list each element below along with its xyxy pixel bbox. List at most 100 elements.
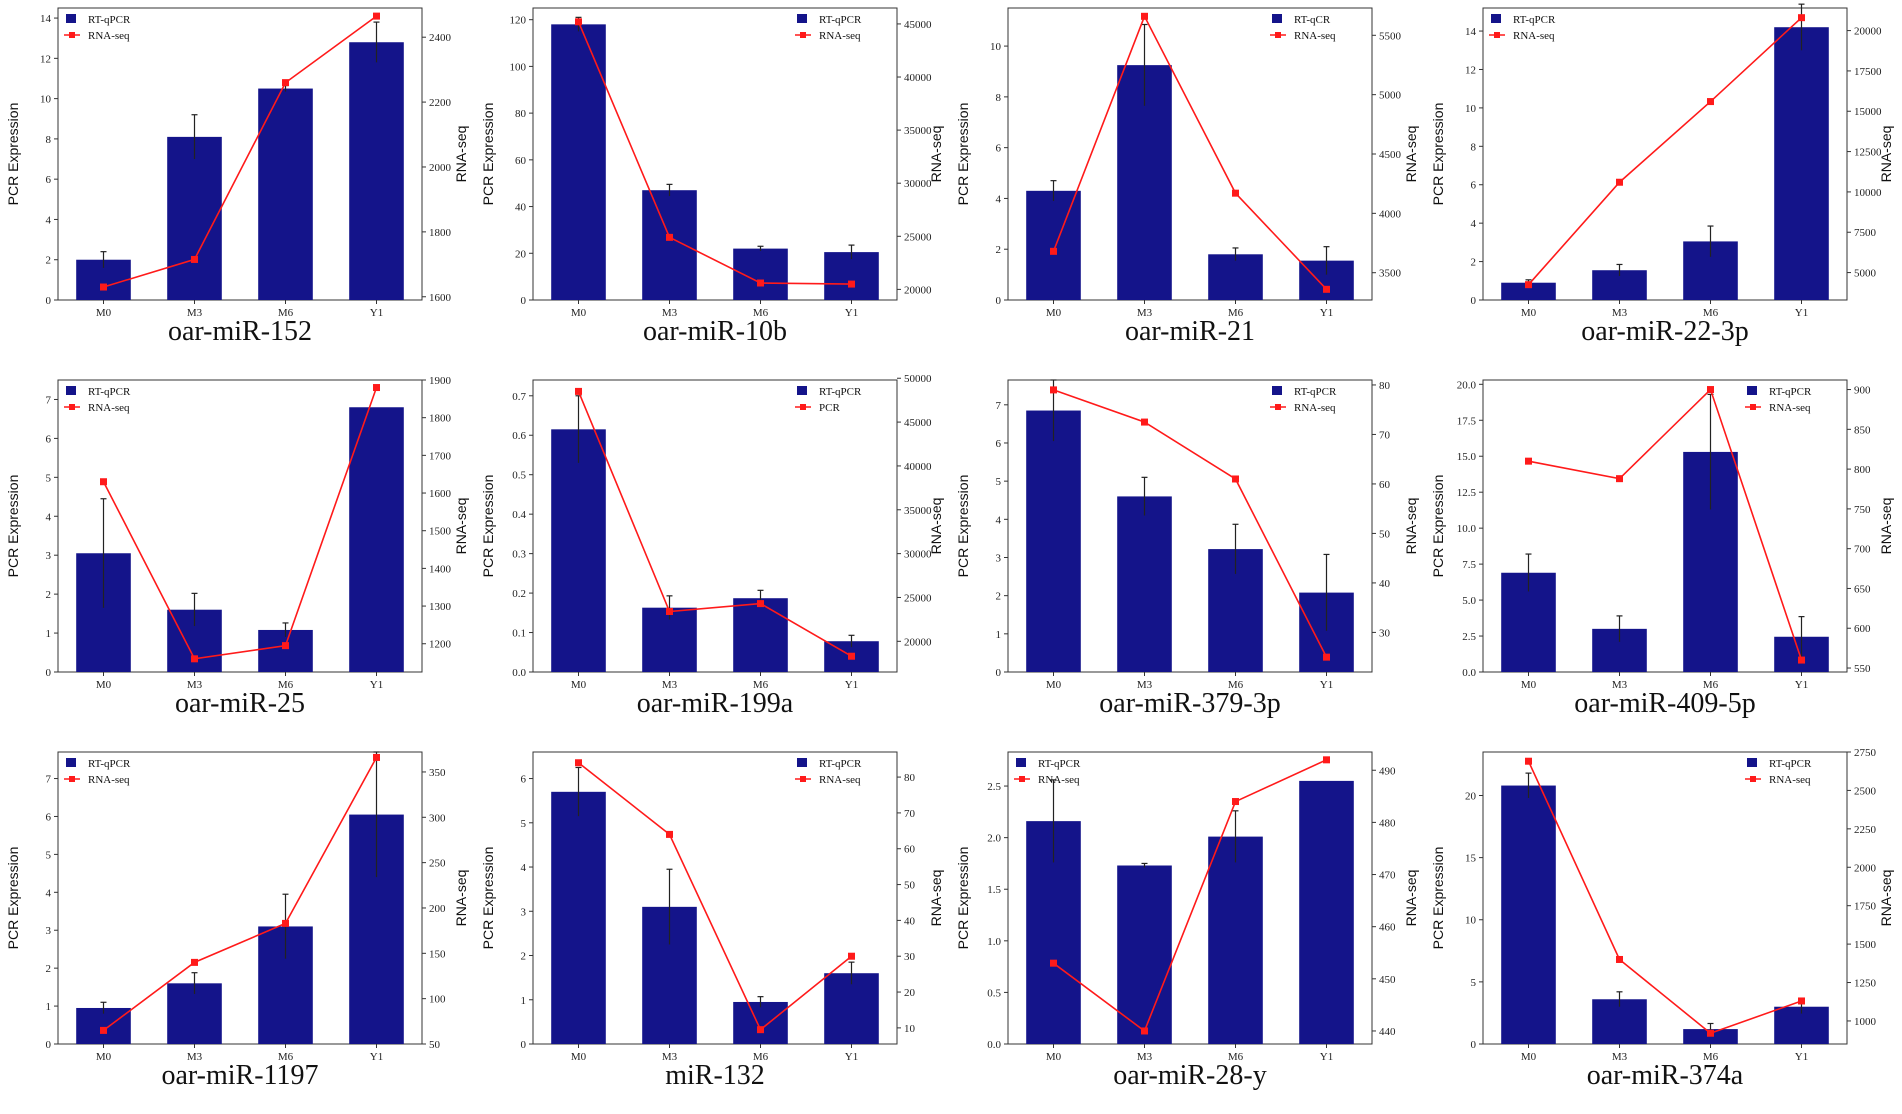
chart-panel-oar-miR-25: 0 1 2 3 4 5 6 7 1200 1300 1400 1500 1600 1700 1800 1900… <box>5 375 469 719</box>
legend-bar-swatch <box>797 14 807 23</box>
left-tick-label: 4 <box>996 193 1002 205</box>
left-tick-label: 0.0 <box>1462 667 1476 679</box>
chart-panel-oar-miR-10b: 0 20 40 60 80 100 120 20000 25000 30000 35000 40000… <box>480 7 944 347</box>
legend-line-marker <box>1750 404 1756 410</box>
left-axis-label: PCR Expression <box>480 103 496 206</box>
right-tick-label: 2750 <box>1854 747 1877 759</box>
right-tick-label: 20000 <box>904 284 932 296</box>
bar <box>1026 410 1081 672</box>
x-tick-label: M6 <box>753 307 769 319</box>
bar <box>258 88 313 300</box>
left-tick-label: 1.0 <box>987 936 1001 948</box>
x-tick-label: Y1 <box>845 679 858 691</box>
left-axis-label: PCR Expression <box>955 847 971 950</box>
left-tick-label: 15 <box>1465 853 1477 865</box>
rnaseq-point <box>1798 656 1805 664</box>
rnaseq-point <box>373 753 380 761</box>
left-tick-label: 15.0 <box>1457 451 1477 463</box>
left-tick-label: 4 <box>46 214 52 226</box>
left-axis-label: PCR Expression <box>955 103 971 206</box>
chart-title: oar-miR-28-y <box>1113 1060 1266 1091</box>
rnaseq-point <box>1525 757 1532 765</box>
left-tick-label: 0.1 <box>512 628 526 640</box>
left-tick-label: 20.0 <box>1457 379 1477 391</box>
legend-line-marker <box>1275 32 1281 38</box>
legend-line-label: RNA-seq <box>1294 402 1336 414</box>
left-axis-label: PCR Expression <box>5 475 21 578</box>
left-tick-label: 0.5 <box>512 470 526 482</box>
x-tick-label: M3 <box>1612 1051 1628 1063</box>
plot-frame <box>1007 751 1373 1045</box>
bar <box>1208 836 1263 1044</box>
left-tick-label: 0.7 <box>512 391 526 403</box>
legend-line-label: RNA-seq <box>1038 774 1080 786</box>
left-tick-label: 7.5 <box>1462 559 1476 571</box>
legend-bar-swatch <box>1491 14 1501 23</box>
right-tick-label: 60 <box>1379 479 1391 491</box>
right-tick-label: 2000 <box>1854 862 1877 874</box>
legend-bar-label: RT-qPCR <box>819 386 862 398</box>
x-tick-label: M3 <box>1612 679 1628 691</box>
right-tick-label: 200 <box>429 903 446 915</box>
left-tick-label: 1 <box>46 628 52 640</box>
left-tick-label: 3 <box>46 550 52 562</box>
left-tick-label: 14 <box>40 13 52 25</box>
right-tick-label: 460 <box>1379 922 1396 934</box>
left-tick-label: 2 <box>996 591 1002 603</box>
right-tick-label: 1200 <box>429 639 452 651</box>
left-axis-label: PCR Expression <box>480 475 496 578</box>
x-tick-label: M3 <box>187 679 203 691</box>
rnaseq-point <box>1232 189 1239 197</box>
bar <box>1026 190 1081 300</box>
left-tick-label: 2 <box>46 963 52 975</box>
legend-bar-label: RT-qCR <box>1294 14 1331 26</box>
right-axis-label: RNA-seq <box>928 498 944 555</box>
right-tick-label: 25000 <box>904 231 932 243</box>
legend-line-marker <box>69 404 75 410</box>
rnaseq-line <box>1053 389 1328 658</box>
chart-title: oar-miR-379-3p <box>1099 688 1280 719</box>
right-tick-label: 20 <box>904 987 916 999</box>
right-tick-label: 700 <box>1854 544 1871 556</box>
rnaseq-line <box>1053 759 1327 1033</box>
legend-bar-swatch <box>66 386 76 395</box>
left-tick-label: 0.0 <box>512 667 526 679</box>
right-tick-label: 1400 <box>429 563 452 575</box>
left-axis-label: PCR Expression <box>1430 847 1446 950</box>
right-tick-label: 5000 <box>1379 90 1402 102</box>
left-tick-label: 2 <box>521 951 527 963</box>
x-tick-label: Y1 <box>1320 1051 1333 1063</box>
left-tick-label: 4 <box>46 511 52 523</box>
left-tick-label: 5 <box>521 818 527 830</box>
legend-line-marker <box>69 776 75 782</box>
left-tick-label: 0 <box>1471 295 1477 307</box>
rnaseq-point <box>1050 386 1057 394</box>
chart-panel-oar-miR-409-5p: 0.0 2.5 5.0 7.5 10.0 12.5 15.0 17.5 20.0 550 600 65… <box>1430 379 1894 719</box>
right-tick-label: 12500 <box>1854 147 1882 159</box>
x-tick-label: M6 <box>753 679 769 691</box>
left-tick-label: 0 <box>521 295 527 307</box>
legend-line-label: RNA-seq <box>1294 30 1336 42</box>
x-tick-label: M6 <box>1703 679 1719 691</box>
rnaseq-line <box>1052 14 1328 290</box>
rnaseq-point <box>373 384 380 392</box>
rnaseq-line <box>1527 17 1803 286</box>
bar <box>733 1001 788 1044</box>
plot-frame <box>1482 379 1848 673</box>
legend-bar-label: RT-qPCR <box>1769 758 1812 770</box>
x-tick-label: M3 <box>662 307 678 319</box>
right-tick-label: 20000 <box>1854 26 1882 38</box>
left-tick-label: 10 <box>40 94 52 106</box>
right-tick-label: 30 <box>1379 627 1391 639</box>
legend-line-marker <box>800 776 806 782</box>
right-axis-label: RNA-seq <box>453 870 469 927</box>
rnaseq-point <box>1616 475 1623 483</box>
left-tick-label: 0.6 <box>512 430 526 442</box>
left-tick-label: 4 <box>1471 218 1477 230</box>
left-tick-label: 3 <box>46 925 52 937</box>
chart-panel-oar-miR-21: 0 2 4 6 8 10 3500 4000 4500 5000 5500 M0 M3 M6 Y1 PCR E… <box>955 7 1419 347</box>
left-tick-label: 8 <box>46 134 52 146</box>
right-tick-label: 1800 <box>429 413 452 425</box>
left-tick-label: 4 <box>521 862 527 874</box>
legend-line-marker <box>1494 32 1500 38</box>
